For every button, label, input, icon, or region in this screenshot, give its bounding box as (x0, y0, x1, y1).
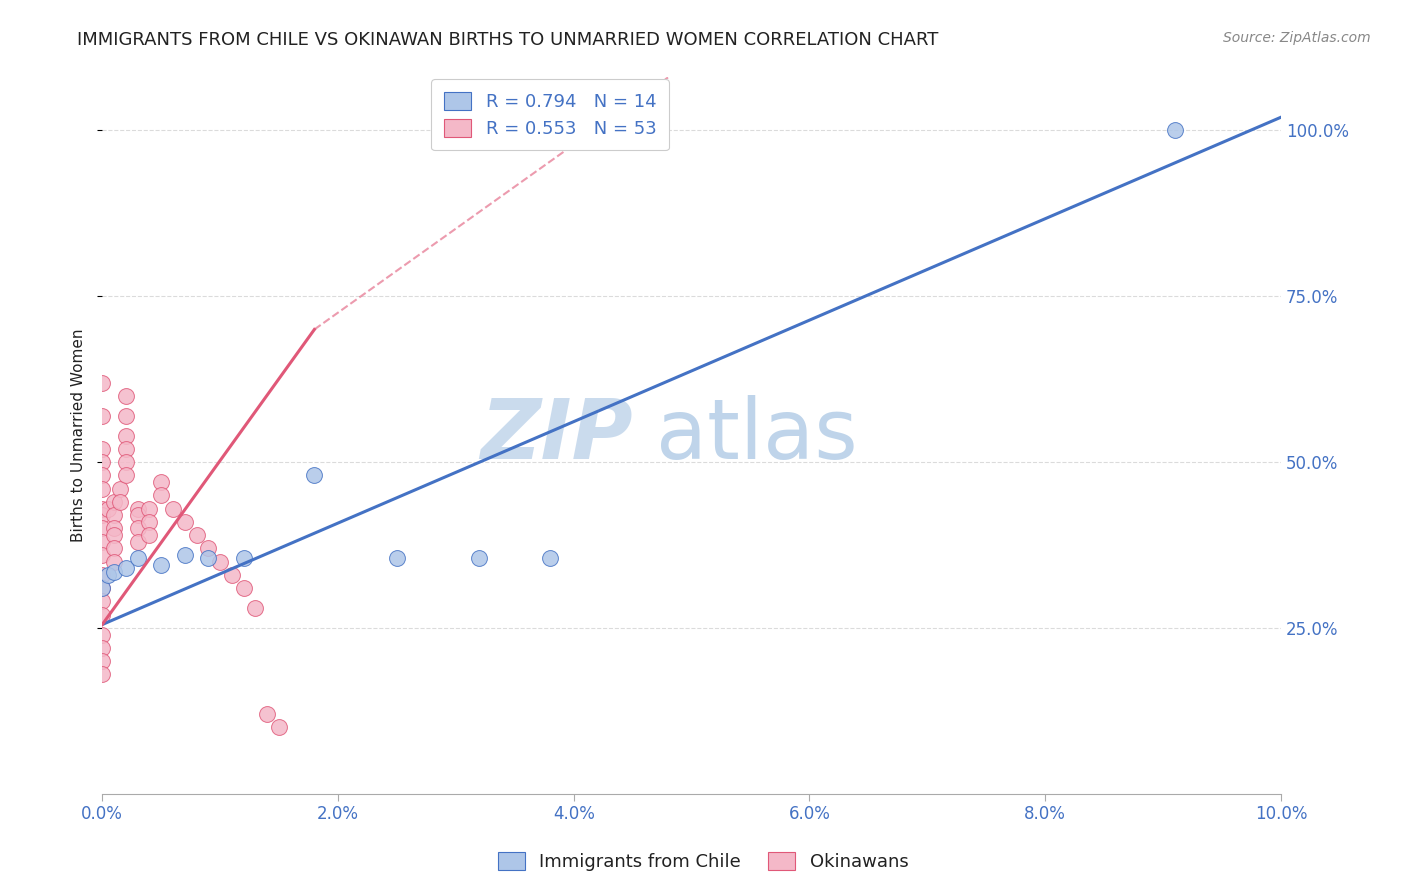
Point (91, 581, 114, 595)
Y-axis label: Births to Unmarried Women: Births to Unmarried Women (72, 329, 86, 542)
Point (91, 455, 114, 469)
Point (91, 501, 114, 516)
Point (97, 567, 120, 582)
Point (103, 521, 125, 535)
Point (150, 558, 173, 572)
Point (103, 565, 125, 579)
Point (91, 508, 114, 523)
Point (138, 515, 160, 529)
Point (245, 601, 267, 615)
Point (114, 561, 136, 575)
Point (304, 468, 326, 483)
Point (91, 594, 114, 608)
Point (468, 551, 491, 566)
Point (91, 654, 114, 668)
Point (173, 515, 195, 529)
Point (103, 541, 125, 556)
Point (91, 534, 114, 549)
Point (127, 551, 149, 566)
Text: Source: ZipAtlas.com: Source: ZipAtlas.com (1223, 31, 1371, 45)
Point (91, 376, 114, 390)
Point (108, 495, 131, 509)
Point (114, 428, 136, 442)
Point (538, 551, 561, 566)
Point (197, 541, 219, 556)
Point (91, 627, 114, 641)
Point (162, 501, 184, 516)
Point (209, 555, 232, 569)
Point (256, 707, 278, 722)
Point (91, 482, 114, 496)
Point (127, 508, 149, 523)
Point (114, 409, 136, 423)
Point (127, 501, 149, 516)
Point (91, 607, 114, 622)
Point (114, 442, 136, 456)
Text: atlas: atlas (657, 395, 858, 476)
Point (385, 551, 408, 566)
Legend: Immigrants from Chile, Okinawans: Immigrants from Chile, Okinawans (491, 845, 915, 879)
Point (267, 720, 290, 734)
Point (108, 482, 131, 496)
Point (127, 521, 149, 535)
Point (1164, 123, 1187, 137)
Point (91, 409, 114, 423)
Point (150, 475, 173, 489)
Point (150, 488, 173, 502)
Point (103, 508, 125, 523)
Point (186, 528, 208, 542)
Point (103, 555, 125, 569)
Point (173, 548, 195, 562)
Point (197, 551, 219, 566)
Point (138, 501, 160, 516)
Text: IMMIGRANTS FROM CHILE VS OKINAWAN BIRTHS TO UNMARRIED WOMEN CORRELATION CHART: IMMIGRANTS FROM CHILE VS OKINAWAN BIRTHS… (77, 31, 939, 49)
Point (97, 501, 120, 516)
Point (232, 581, 254, 595)
Point (103, 528, 125, 542)
Text: ZIP: ZIP (479, 395, 633, 476)
Legend: R = 0.794   N = 14, R = 0.553   N = 53: R = 0.794 N = 14, R = 0.553 N = 53 (432, 79, 669, 151)
Point (114, 389, 136, 403)
Point (91, 468, 114, 483)
Point (91, 640, 114, 655)
Point (114, 455, 136, 469)
Point (221, 567, 243, 582)
Point (91, 548, 114, 562)
Point (91, 581, 114, 595)
Point (127, 534, 149, 549)
Point (91, 521, 114, 535)
Point (91, 567, 114, 582)
Point (91, 442, 114, 456)
Point (114, 468, 136, 483)
Point (103, 495, 125, 509)
Point (138, 528, 160, 542)
Point (91, 667, 114, 681)
Point (232, 551, 254, 566)
